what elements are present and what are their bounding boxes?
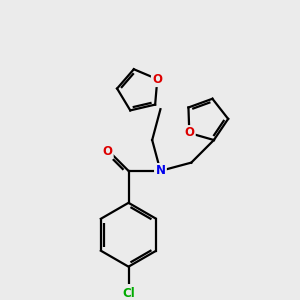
Text: N: N bbox=[155, 164, 165, 177]
Text: Cl: Cl bbox=[122, 287, 135, 300]
Text: O: O bbox=[152, 73, 162, 86]
Text: O: O bbox=[102, 145, 112, 158]
Text: O: O bbox=[184, 127, 194, 140]
